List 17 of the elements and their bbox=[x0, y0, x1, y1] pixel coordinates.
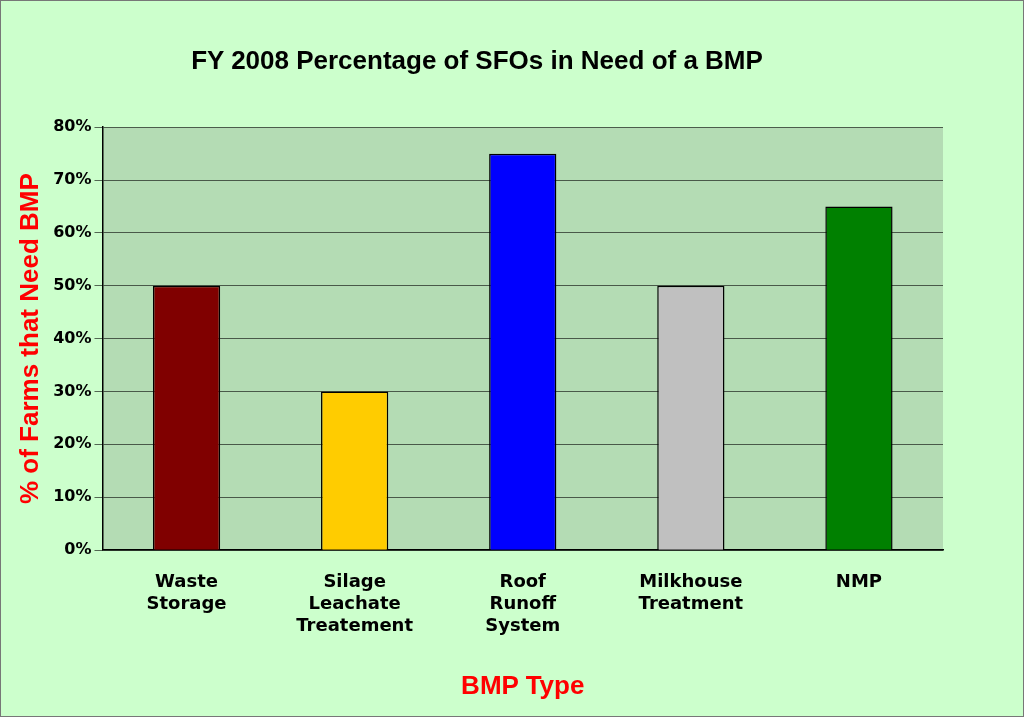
y-tick-label: 20% bbox=[53, 433, 92, 453]
x-tick-label: Waste Storage bbox=[146, 570, 227, 614]
x-axis-title: BMP Type bbox=[461, 669, 585, 700]
x-tick-label: Roof Runoff System bbox=[485, 570, 561, 635]
y-tick-label: 10% bbox=[53, 486, 92, 506]
y-tick-label: 80% bbox=[53, 116, 92, 136]
y-tick-label: 30% bbox=[53, 380, 92, 400]
x-tick-label: Silage Leachate Treatement bbox=[296, 570, 414, 635]
y-axis-title: % of Farms that Need BMP bbox=[13, 173, 44, 505]
chart-title: FY 2008 Percentage of SFOs in Need of a BMP bbox=[191, 44, 763, 75]
y-tick-label: 0% bbox=[64, 539, 92, 559]
y-tick-label: 40% bbox=[53, 327, 92, 347]
x-tick-label: Milkhouse Treatment bbox=[638, 570, 744, 614]
y-tick-label: 50% bbox=[53, 274, 92, 294]
x-tick-label: NMP bbox=[835, 570, 883, 592]
y-tick-label: 60% bbox=[53, 222, 92, 242]
y-tick-label: 70% bbox=[53, 169, 92, 189]
